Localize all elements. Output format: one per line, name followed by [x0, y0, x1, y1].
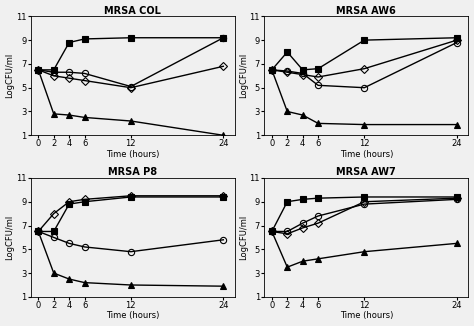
Title: MRSA COL: MRSA COL — [104, 6, 161, 16]
X-axis label: Time (hours): Time (hours) — [106, 150, 159, 159]
Title: MRSA AW6: MRSA AW6 — [337, 6, 396, 16]
X-axis label: Time (hours): Time (hours) — [339, 311, 393, 320]
Y-axis label: LogCFU/ml: LogCFU/ml — [239, 53, 248, 98]
Title: MRSA P8: MRSA P8 — [108, 167, 157, 177]
Y-axis label: LogCFU/ml: LogCFU/ml — [6, 215, 15, 260]
X-axis label: Time (hours): Time (hours) — [339, 150, 393, 159]
X-axis label: Time (hours): Time (hours) — [106, 311, 159, 320]
Y-axis label: LogCFU/ml: LogCFU/ml — [6, 53, 15, 98]
Y-axis label: LogCFU/ml: LogCFU/ml — [239, 215, 248, 260]
Title: MRSA AW7: MRSA AW7 — [337, 167, 396, 177]
